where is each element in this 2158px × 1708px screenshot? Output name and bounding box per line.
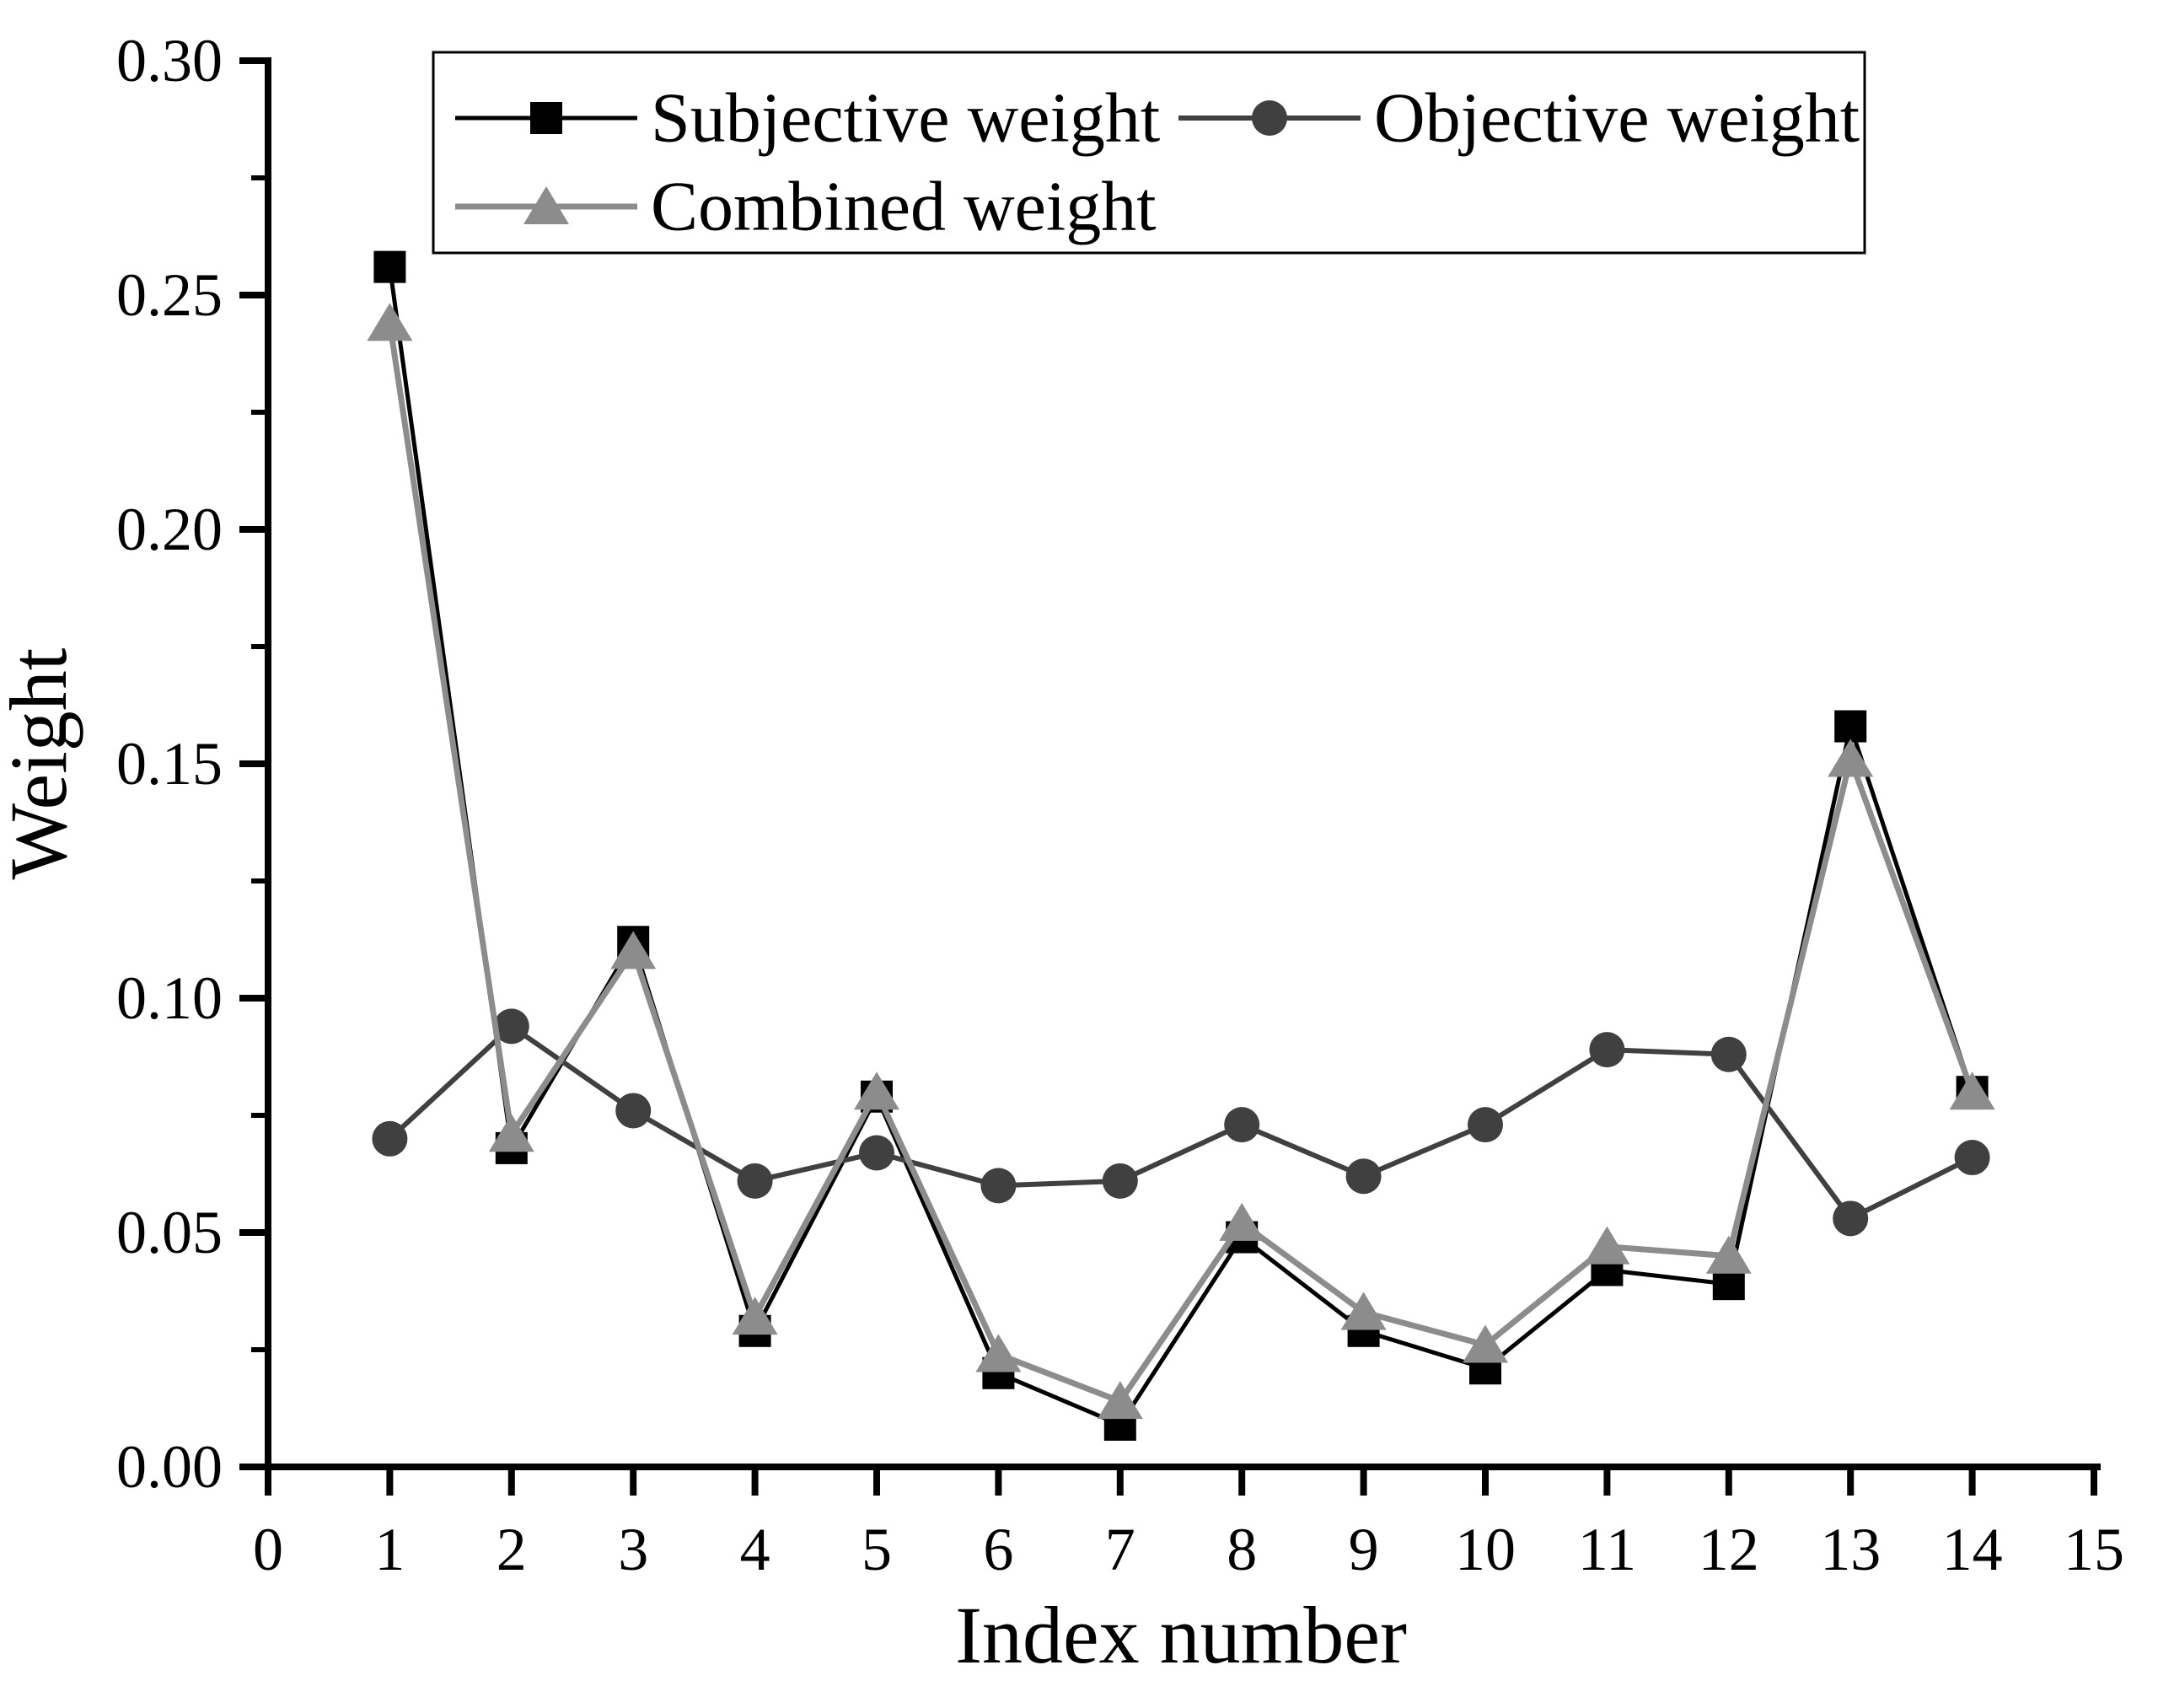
combined-weight-triangle-marker: [1949, 1072, 1995, 1110]
objective-weight-circle-marker: [1224, 1107, 1260, 1143]
y-tick-label: 0.05: [116, 1199, 223, 1266]
objective-weight-circle-marker: [1589, 1032, 1625, 1068]
objective-weight-circle-marker: [372, 1120, 408, 1157]
y-tick-label: 0.30: [116, 27, 223, 94]
x-tick-label: 2: [497, 1516, 527, 1583]
objective-weight-circle-marker: [1833, 1200, 1869, 1237]
x-tick-label: 8: [1227, 1516, 1257, 1583]
combined-weight-triangle-marker: [1340, 1292, 1387, 1330]
combined-weight-triangle-marker: [854, 1072, 899, 1110]
x-tick-label: 4: [740, 1516, 770, 1583]
combined-weight-line: [386, 322, 1975, 1405]
combined-weight-triangle-marker: [1463, 1324, 1508, 1363]
y-tick-label: 0.25: [116, 261, 223, 329]
combined-weight-triangle-marker: [1828, 739, 1874, 777]
y-tick-label: 0.10: [116, 964, 223, 1032]
subjective-weight-square-marker: [373, 250, 406, 283]
combined-weight-triangle-marker: [732, 1297, 778, 1335]
objective-weight-circle-marker: [859, 1135, 894, 1171]
x-tick-label: 14: [1942, 1516, 2003, 1583]
legend-label-combined-weight: Combined weight: [651, 168, 1157, 246]
x-tick-label: 1: [374, 1516, 405, 1583]
subjective-weight-square-marker: [1834, 710, 1867, 743]
x-tick-label: 5: [862, 1516, 892, 1583]
legend-box: [432, 51, 1866, 255]
legend-label-objective-weight: Objective weight: [1374, 79, 1860, 158]
combined-weight-triangle-marker: [1705, 1235, 1752, 1274]
objective-weight-circle-marker: [980, 1168, 1017, 1204]
legend-label-subjective-weight: Subjective weight: [651, 79, 1160, 158]
y-tick-label: 0.20: [116, 496, 223, 563]
legend-square-marker: [530, 102, 562, 134]
objective-weight-line: [388, 1023, 1973, 1222]
y-tick-label: 0.15: [116, 730, 223, 798]
objective-weight-circle-marker: [615, 1093, 652, 1129]
y-tick-label: 0.00: [116, 1433, 223, 1501]
combined-weight-triangle-marker: [610, 931, 657, 969]
objective-weight-circle-marker: [1468, 1107, 1503, 1143]
combined-weight-triangle-marker: [1584, 1226, 1630, 1265]
x-axis-title: Index number: [955, 1590, 1407, 1680]
x-tick-label: 9: [1349, 1516, 1379, 1583]
x-tick-label: 7: [1105, 1516, 1135, 1583]
legend-triangle-marker: [523, 186, 569, 224]
x-tick-label: 15: [2064, 1516, 2124, 1583]
x-tick-label: 13: [1820, 1516, 1881, 1583]
x-tick-label: 0: [253, 1516, 283, 1583]
x-tick-label: 12: [1699, 1516, 1759, 1583]
combined-weight-triangle-marker: [367, 303, 413, 341]
x-tick-label: 11: [1578, 1516, 1636, 1583]
objective-weight-circle-marker: [737, 1163, 773, 1199]
combined-weight-triangle-marker: [1219, 1202, 1265, 1241]
combined-weight-triangle-marker: [1097, 1381, 1143, 1420]
legend-circle-marker: [1252, 100, 1287, 136]
y-axis-title: Weight: [0, 647, 83, 879]
x-tick-label: 3: [618, 1516, 648, 1583]
objective-weight-circle-marker: [1954, 1140, 1990, 1176]
combined-weight-triangle-marker: [488, 1114, 534, 1152]
objective-weight-circle-marker: [1710, 1036, 1747, 1072]
x-tick-label: 10: [1455, 1516, 1516, 1583]
x-tick-label: 6: [983, 1516, 1013, 1583]
objective-weight-circle-marker: [1345, 1158, 1382, 1195]
combined-weight-triangle-marker: [975, 1334, 1022, 1372]
objective-weight-circle-marker: [493, 1008, 529, 1045]
objective-weight-circle-marker: [1102, 1163, 1138, 1199]
